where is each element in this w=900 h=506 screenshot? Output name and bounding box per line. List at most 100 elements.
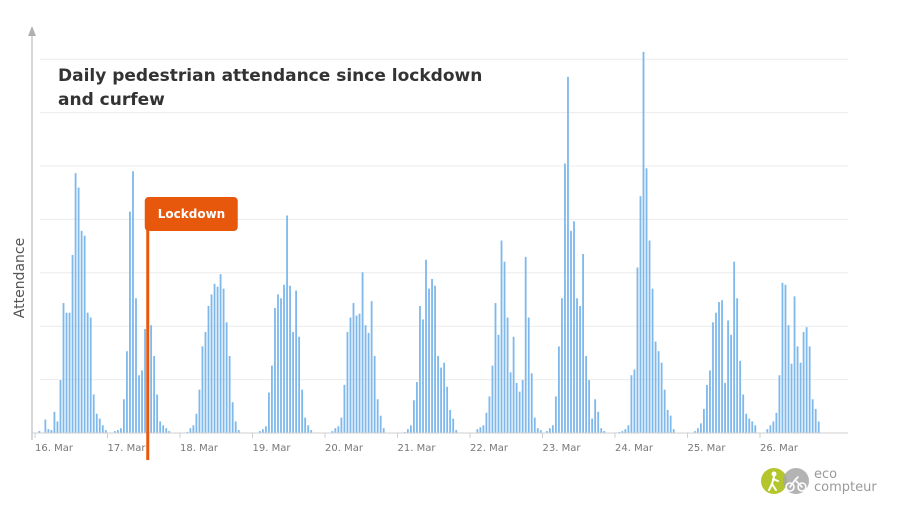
bar bbox=[213, 283, 216, 433]
x-tick-labels: 16. Mar 17. Mar 18. Mar 19. Mar 20. Mar 21. M… bbox=[34, 433, 799, 454]
bar bbox=[53, 411, 56, 433]
bar bbox=[793, 296, 796, 433]
bar bbox=[443, 362, 446, 433]
bar bbox=[693, 431, 696, 433]
bar bbox=[289, 285, 291, 433]
bar bbox=[745, 413, 748, 433]
x-tick-label: 25. Mar bbox=[688, 443, 727, 454]
bar bbox=[603, 431, 606, 433]
bar bbox=[116, 430, 119, 433]
bar bbox=[62, 303, 65, 433]
x-tick-label: 19. Mar bbox=[253, 443, 292, 454]
bar bbox=[706, 384, 708, 434]
bar bbox=[334, 428, 337, 433]
bar bbox=[367, 332, 370, 433]
bar bbox=[437, 356, 439, 433]
bar bbox=[769, 425, 772, 433]
bar bbox=[71, 254, 74, 433]
bar-series bbox=[38, 51, 820, 434]
bar bbox=[261, 429, 264, 433]
bar bbox=[98, 418, 101, 433]
bar bbox=[343, 384, 346, 434]
bar bbox=[533, 417, 536, 433]
bar bbox=[551, 425, 554, 433]
bar bbox=[95, 413, 98, 433]
bar bbox=[101, 425, 104, 433]
bar bbox=[304, 417, 307, 433]
bar bbox=[119, 428, 122, 433]
bar bbox=[168, 431, 171, 433]
bar bbox=[751, 421, 754, 433]
bar bbox=[530, 373, 533, 433]
x-tick-label: 16. Mar bbox=[35, 443, 74, 454]
bar bbox=[198, 389, 201, 433]
bar bbox=[210, 294, 213, 433]
bar bbox=[195, 413, 198, 433]
bar bbox=[648, 240, 651, 433]
bar bbox=[651, 288, 654, 434]
bar bbox=[219, 274, 222, 433]
bar bbox=[126, 351, 128, 433]
bar bbox=[59, 380, 62, 433]
bar bbox=[162, 425, 165, 433]
bar bbox=[718, 302, 720, 433]
bar bbox=[585, 356, 588, 433]
bar bbox=[479, 427, 482, 433]
bar bbox=[733, 261, 736, 433]
bar bbox=[561, 298, 563, 433]
bar bbox=[77, 187, 80, 433]
bar bbox=[594, 399, 597, 433]
lockdown-label-box bbox=[144, 197, 238, 231]
bar bbox=[787, 325, 790, 433]
bar bbox=[781, 282, 784, 433]
bar bbox=[452, 418, 455, 433]
bar bbox=[742, 394, 745, 433]
bar bbox=[416, 381, 418, 433]
bar bbox=[298, 336, 301, 433]
bar bbox=[135, 298, 137, 433]
bar bbox=[808, 346, 811, 434]
bar bbox=[65, 312, 68, 433]
bar bbox=[310, 430, 313, 433]
bar bbox=[409, 425, 412, 433]
bar bbox=[739, 360, 742, 433]
bar bbox=[222, 288, 225, 434]
bar bbox=[83, 235, 86, 433]
bar bbox=[724, 382, 726, 433]
bar bbox=[228, 356, 231, 433]
bar bbox=[494, 303, 497, 433]
x-tick-label: 17. Mar bbox=[108, 443, 147, 454]
bar bbox=[796, 346, 799, 434]
bar bbox=[588, 380, 591, 433]
bar bbox=[449, 409, 452, 433]
bar bbox=[47, 429, 50, 433]
bar bbox=[225, 322, 228, 433]
bar bbox=[428, 288, 430, 434]
bar bbox=[727, 320, 729, 433]
bar bbox=[292, 331, 294, 433]
bar bbox=[280, 298, 282, 433]
bar bbox=[539, 430, 542, 433]
bar bbox=[564, 163, 566, 433]
bar bbox=[419, 305, 421, 433]
x-tick-label: 18. Mar bbox=[180, 443, 219, 454]
lockdown-annotation: Lockdown bbox=[144, 197, 238, 460]
bar bbox=[113, 431, 116, 433]
bar bbox=[515, 382, 518, 433]
bar bbox=[440, 367, 443, 433]
bar bbox=[44, 419, 47, 433]
chart-title-line-2: and curfew bbox=[58, 90, 165, 110]
bar bbox=[715, 312, 717, 433]
bar bbox=[624, 429, 627, 433]
bar bbox=[129, 211, 131, 433]
bar bbox=[361, 272, 364, 433]
bar bbox=[268, 392, 270, 433]
bar bbox=[509, 372, 512, 433]
bar bbox=[696, 428, 699, 433]
bar bbox=[86, 312, 89, 433]
bar bbox=[503, 261, 506, 433]
bar bbox=[500, 240, 503, 433]
bar bbox=[207, 305, 210, 433]
bar bbox=[591, 418, 594, 433]
bar bbox=[352, 303, 355, 433]
